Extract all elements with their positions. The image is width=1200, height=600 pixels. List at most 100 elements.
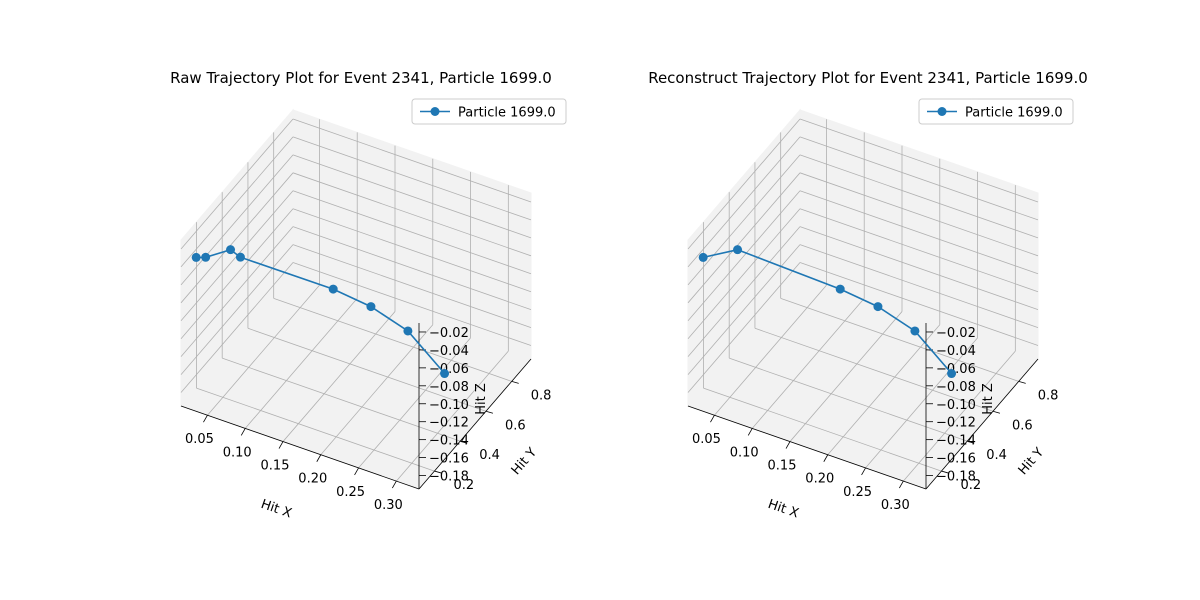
data-point [226, 245, 236, 255]
data-point [366, 302, 376, 312]
gridline-z-back [799, 244, 1039, 328]
y-tick [941, 470, 949, 474]
x-tick-label: 0.25 [336, 485, 365, 500]
data-point [835, 284, 845, 294]
z-tick-label: −0.08 [936, 380, 976, 395]
gridline-z-back [292, 208, 532, 293]
data-point [733, 245, 743, 255]
y-tick [511, 381, 519, 384]
gridline-y-floor [247, 327, 487, 412]
data-point [440, 369, 450, 379]
gridline-z-back [799, 226, 1039, 311]
gridline-z-back [292, 226, 532, 311]
y-tick [485, 410, 494, 414]
gridline-z-side [687, 118, 801, 250]
subplot-reconstruct-trajectory: 0.05 0.10 0.15 0.20 0.25 0.30 0.2 0.4 0.6 0.8 −0.0… [648, 69, 1088, 521]
x-tick [391, 480, 397, 489]
gridline-z-side [687, 208, 801, 339]
x-axis-line [687, 405, 927, 490]
x-tick-label: 0.20 [805, 472, 834, 487]
z-tick-label: −0.18 [429, 470, 469, 485]
y-axis-label: Hit Y [509, 445, 540, 478]
gridline-x-floor [789, 311, 903, 442]
gridline-z-back [292, 118, 532, 203]
gridline-y-floor [196, 387, 435, 472]
data-point [191, 252, 201, 262]
gridline-z-back [799, 172, 1039, 257]
legend-box [411, 98, 567, 125]
y-tick-label: 0.8 [531, 388, 552, 403]
gridline-z-back [799, 208, 1039, 293]
data-point [235, 252, 245, 262]
y-tick-label: 0.8 [1038, 388, 1059, 403]
series-line [703, 248, 953, 375]
side-pane [687, 108, 801, 408]
y-tick [434, 470, 442, 474]
gridline-z-back [292, 244, 532, 328]
x-tick [316, 454, 322, 462]
gridline-x-floor [751, 298, 865, 429]
z-tick-label: −0.10 [936, 398, 976, 413]
gridline-y-floor [273, 298, 512, 382]
x-tick [278, 441, 284, 449]
z-tick-label: −0.02 [936, 326, 976, 341]
gridline-z-back [292, 154, 532, 239]
x-tick-label: 0.10 [730, 445, 759, 460]
z-tick-label: −0.02 [429, 326, 469, 341]
x-tick-label: 0.05 [692, 432, 721, 447]
y-tick-label: 0.2 [960, 478, 981, 493]
gridline-z-back [292, 172, 532, 257]
gridline-z-side [687, 172, 801, 304]
gridline-x-floor [865, 337, 978, 469]
x-tick [203, 415, 208, 423]
x-tick [861, 467, 866, 476]
gridline-z-side [180, 172, 294, 304]
x-axis-line [180, 405, 420, 490]
gridline-z-side [687, 226, 801, 357]
z-tick-label: −0.04 [429, 344, 469, 359]
y-tick-label: 0.2 [453, 478, 474, 493]
data-point [873, 302, 883, 312]
gridline-y-floor [780, 298, 1019, 382]
x-tick-label: 0.30 [881, 498, 910, 513]
gridline-x-floor [903, 350, 1016, 482]
y-tick-label: 0.6 [505, 418, 526, 433]
legend-box [918, 98, 1074, 125]
y-axis-label: Hit Y [1016, 445, 1047, 478]
x-axis-label: Hit X [766, 497, 801, 521]
gridline-y-floor [754, 327, 994, 412]
y-tick [992, 410, 1001, 414]
legend-marker [430, 107, 440, 116]
gridline-x-floor [714, 284, 827, 416]
y-tick [460, 440, 468, 444]
gridline-x-floor [282, 311, 396, 442]
legend-marker [937, 107, 947, 116]
gridline-z-back [292, 190, 532, 275]
gridline-z-side [180, 136, 294, 268]
gridline-x-floor [827, 324, 941, 456]
gridline-z-side [180, 154, 294, 286]
x-tick [898, 480, 904, 489]
data-point [403, 326, 413, 336]
x-tick-label: 0.15 [261, 459, 290, 474]
x-tick [747, 428, 753, 436]
z-tick-label: −0.04 [936, 344, 976, 359]
gridline-z-side [180, 118, 294, 250]
gridline-x-floor [396, 350, 509, 482]
chart-title: Raw Trajectory Plot for Event 2341, Part… [170, 69, 552, 87]
gridline-z-side [180, 244, 294, 375]
x-tick [823, 454, 829, 462]
data-point [910, 326, 920, 336]
gridline-x-floor [244, 298, 358, 429]
z-tick-label: −0.12 [936, 416, 976, 431]
z-tick-label: −0.14 [429, 434, 469, 449]
z-tick-label: −0.10 [429, 398, 469, 413]
gridline-y-floor [729, 357, 968, 442]
chart-title: Reconstruct Trajectory Plot for Event 23… [648, 69, 1088, 87]
gridline-z-back [799, 154, 1039, 239]
x-tick [785, 441, 791, 449]
x-tick-label: 0.30 [374, 498, 403, 513]
x-tick [354, 467, 359, 476]
